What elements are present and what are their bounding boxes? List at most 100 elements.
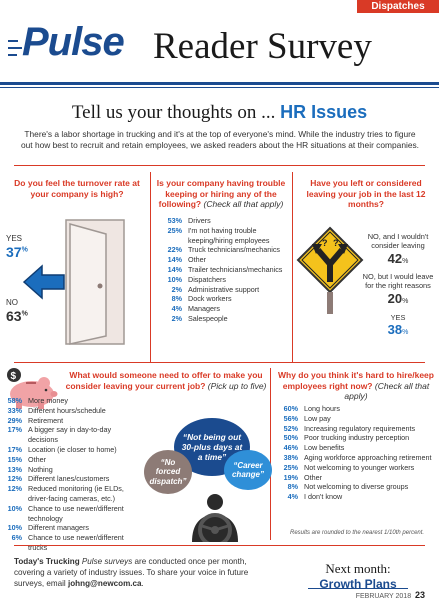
quote-bubble-left: “No forced dispatch” — [144, 450, 192, 494]
result-row: 46% Low benefits — [278, 443, 434, 453]
headline: Tell us your thoughts on ... HR Issues — [0, 102, 439, 124]
q4-title: What would someone need to offer to make… — [65, 370, 267, 391]
q2-title: Is your company having trouble keeping o… — [156, 178, 286, 209]
speed-line — [8, 54, 17, 56]
result-percent: 53% — [167, 216, 182, 225]
result-label: Different managers — [28, 523, 89, 533]
result-percent: 17% — [7, 425, 22, 435]
result-label: Administrative support — [188, 284, 260, 294]
page-footer: FEBRUARY 2018 23 — [355, 590, 425, 600]
column-divider — [292, 172, 293, 362]
result-row: 10% Dispatchers — [162, 275, 290, 285]
result-row: 14% Other — [162, 255, 290, 265]
result-row: 29% Retirement — [2, 416, 142, 426]
result-percent: 14% — [167, 264, 182, 274]
contact-email[interactable]: johng@newcom.ca — [67, 579, 142, 588]
result-row: 52% Increasing regulatory requirements — [278, 424, 434, 434]
piggy-bank-icon: $ — [2, 366, 58, 410]
result-label: Long hours — [304, 404, 340, 413]
result-row: 8% Dock workers — [162, 294, 290, 304]
headline-topic: HR Issues — [280, 102, 368, 122]
q5-footnote: Results are rounded to the nearest 1/10t… — [290, 530, 425, 536]
result-percent: 2% — [171, 313, 182, 323]
result-row: 53% Drivers — [162, 216, 290, 226]
result-row: 22% Truck technicians/mechanics — [162, 245, 290, 255]
result-label: Poor trucking industry perception — [304, 433, 410, 443]
intro-text: There's a labor shortage in trucking and… — [20, 129, 420, 150]
result-row: 50% Poor trucking industry perception — [278, 433, 434, 443]
result-percent: 56% — [283, 413, 298, 423]
q1-yes-label: YES — [6, 234, 23, 243]
result-percent: 58% — [7, 396, 22, 405]
result-row: 17% A bigger say in day-to-day decisions — [2, 425, 142, 445]
footer-divider — [14, 545, 425, 546]
result-label: Reduced monitoring (ie ELDs, driver-faci… — [28, 484, 124, 503]
result-percent: 12% — [7, 474, 22, 484]
q3-option-value: 42% — [387, 251, 409, 266]
result-percent: 4% — [287, 492, 298, 502]
masthead-title: Reader Survey — [153, 26, 372, 67]
result-label: Other — [188, 255, 206, 265]
result-label: Chance to use newer/different trucks — [28, 533, 124, 552]
section-divider — [14, 165, 425, 166]
result-label: Retirement — [28, 415, 64, 425]
speed-line — [8, 47, 22, 49]
result-label: Dock workers — [188, 294, 232, 304]
masthead-rule — [0, 82, 439, 85]
section-divider — [14, 362, 425, 363]
result-row: 4% Managers — [162, 304, 290, 314]
result-label: Other — [28, 454, 46, 464]
result-row: 17% Location (ie closer to home) — [2, 445, 142, 455]
result-label: Not welcoming to diverse groups — [304, 482, 409, 492]
result-percent: 14% — [167, 255, 182, 265]
driver-steering-icon — [178, 492, 252, 547]
result-row: 19% Other — [278, 473, 434, 483]
svg-text:?: ? — [333, 238, 339, 248]
result-label: Different lanes/customers — [28, 474, 110, 484]
next-month-label: Next month: — [325, 561, 391, 576]
result-percent: 25% — [283, 462, 298, 472]
q3-option-value: 20% — [387, 291, 409, 306]
result-row: 25% Not welcoming to younger workers — [278, 463, 434, 473]
result-label: I don't know — [304, 492, 343, 502]
svg-text:?: ? — [322, 238, 328, 248]
result-row: 4% I don't know — [278, 492, 434, 502]
column-divider — [270, 368, 271, 540]
result-label: Nothing — [28, 464, 53, 474]
speed-line — [8, 40, 18, 42]
result-row: 6% Chance to use newer/different trucks — [2, 533, 142, 553]
result-label: Aging workforce approaching retirement — [304, 452, 432, 462]
arrow-left-icon — [22, 264, 66, 300]
quote-bubble-right: “Career change” — [224, 450, 272, 490]
q4-results: 58% More money 33% Different hours/schedule… — [2, 396, 142, 553]
result-label: Trailer technicians/mechanics — [188, 264, 283, 274]
result-percent: 2% — [171, 284, 182, 294]
next-month-box: Next month: Growth Plans — [308, 561, 408, 591]
result-row: 38% Aging workforce approaching retiremen… — [278, 453, 434, 463]
result-percent: 52% — [283, 423, 298, 433]
result-label: More money — [28, 396, 68, 405]
result-row: 12% Reduced monitoring (ie ELDs, driver-f… — [2, 484, 142, 504]
result-percent: 46% — [283, 443, 298, 453]
result-label: Drivers — [188, 216, 211, 225]
result-row: 12% Different lanes/customers — [2, 474, 142, 484]
q3-title: Have you left or considered leaving your… — [306, 178, 426, 209]
fork-sign-icon: ? ? — [296, 226, 364, 316]
result-percent: 15% — [7, 454, 22, 464]
headline-lead: Tell us your thoughts on ... — [71, 102, 276, 123]
result-percent: 8% — [287, 482, 298, 492]
result-percent: 10% — [167, 274, 182, 284]
result-label: Not welcoming to younger workers — [304, 462, 415, 472]
result-percent: 22% — [167, 245, 182, 255]
q1-title: Do you feel the turnover rate at your co… — [14, 178, 140, 199]
q3-option-value: 38% — [387, 322, 409, 337]
result-percent: 60% — [283, 404, 298, 413]
result-label: Chance to use newer/different technology — [28, 503, 124, 523]
section-tag: Dispatches — [357, 0, 439, 13]
result-label: Low pay — [304, 413, 331, 423]
result-row: 58% More money — [2, 396, 142, 406]
result-label: I'm not having trouble keeping/hiring em… — [188, 225, 270, 245]
result-percent: 50% — [283, 433, 298, 443]
next-month-topic: Growth Plans — [319, 577, 397, 591]
pulse-logo: Pulse — [22, 20, 125, 64]
